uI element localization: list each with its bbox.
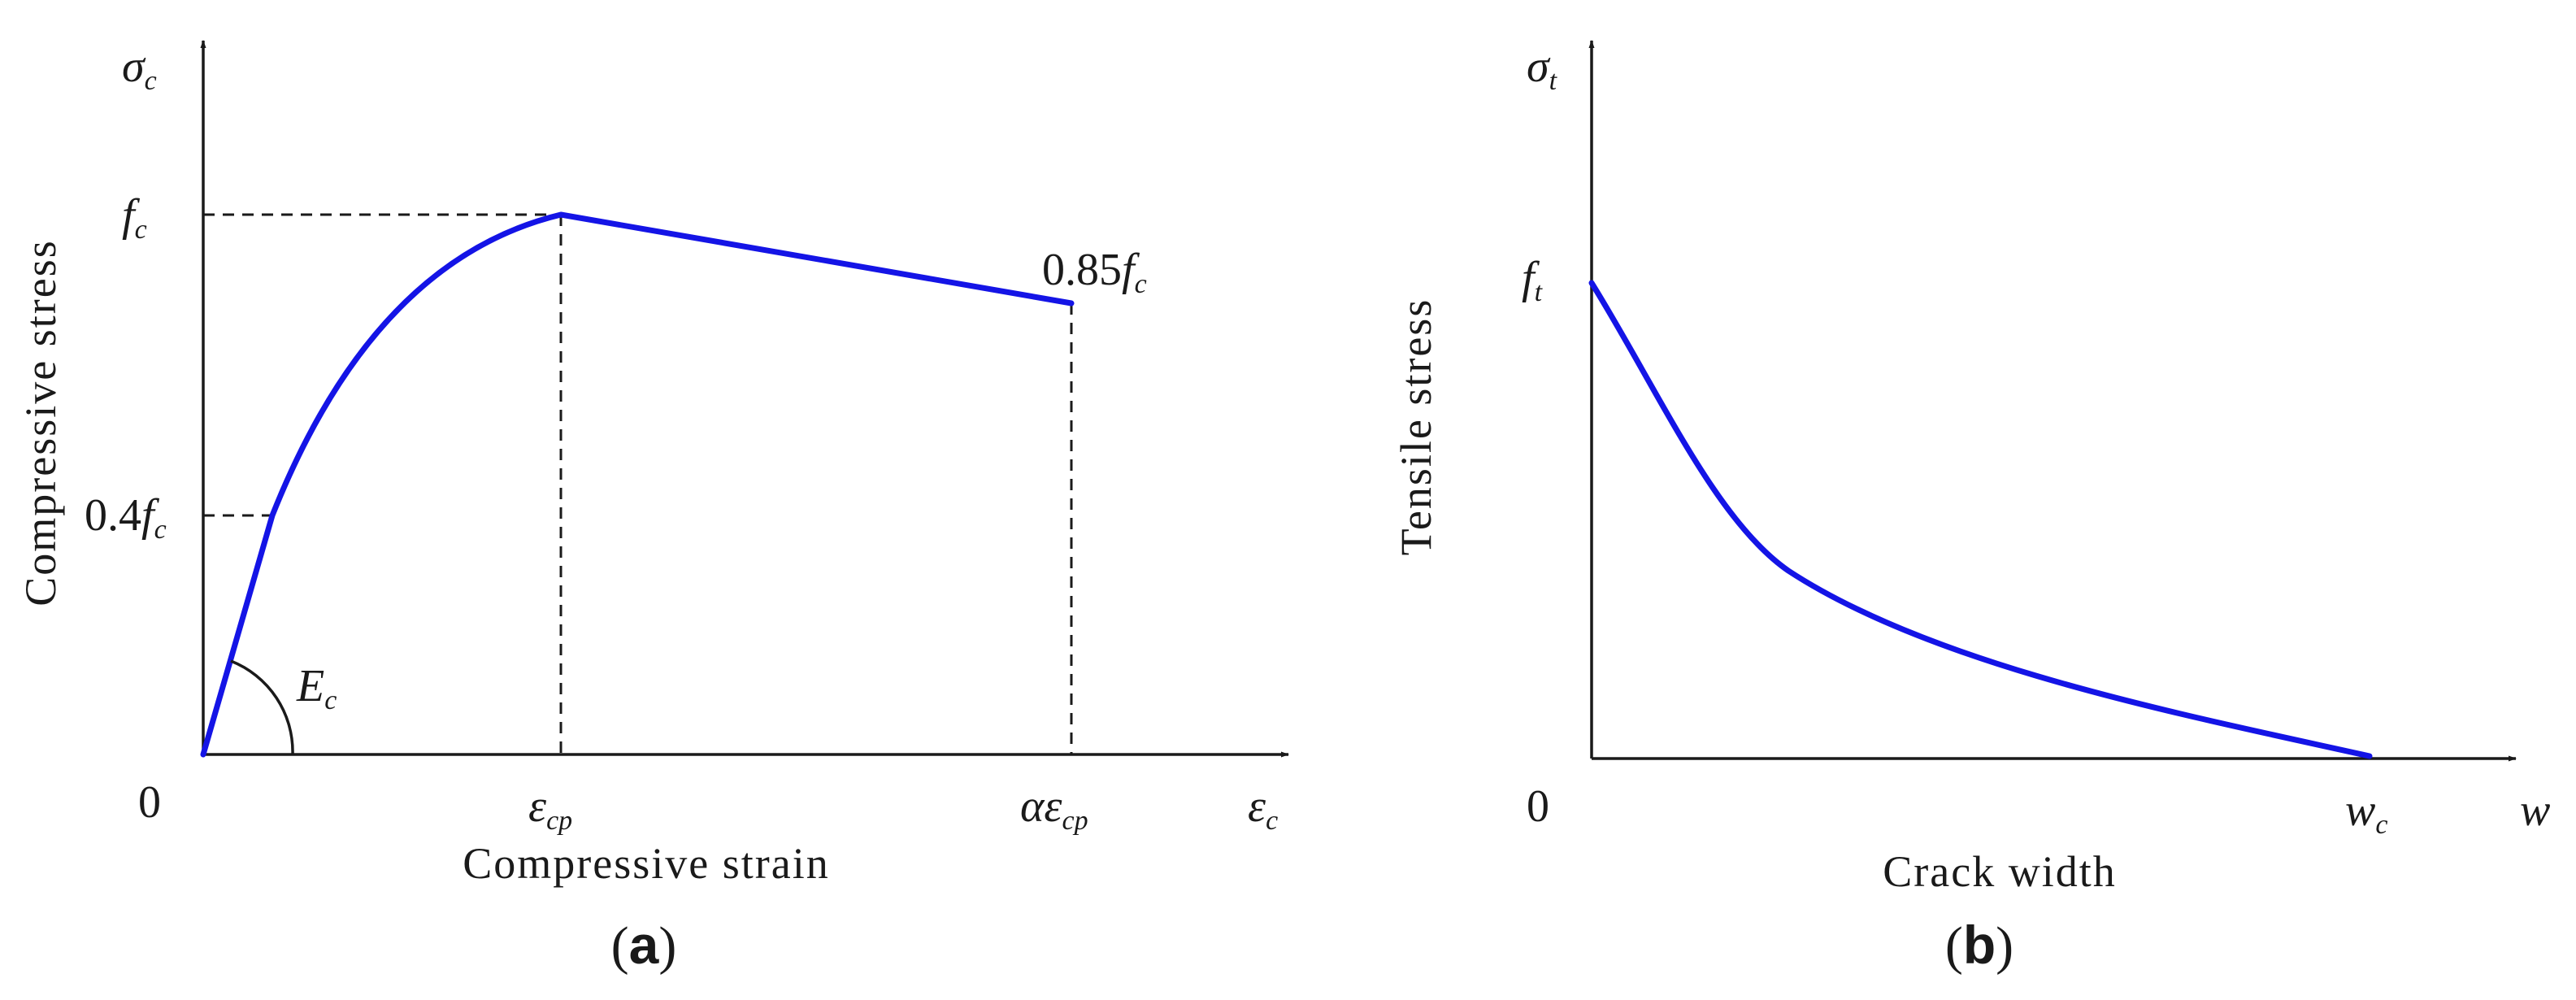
panel-a-label: (a) [611, 915, 677, 976]
panel-a-alpha-eps-cp-label: αεcp [1020, 781, 1088, 836]
panel-b-x-symbol: w [2520, 785, 2550, 836]
panel-a-modulus-label: Ec [296, 661, 337, 715]
panel-a-x-symbol: εc [1248, 781, 1278, 836]
panel-a-fc-label: fc [122, 190, 147, 245]
panel-a: σc fc 0.4fc Ec 0.85fc 0 εcp αεcp εc [16, 40, 1289, 976]
panel-a-origin: 0 [138, 777, 161, 828]
panel-a-y-symbol: σc [122, 41, 157, 96]
panel-a-modulus-arc [230, 659, 294, 755]
panel-b-softening-curve [1588, 280, 2373, 759]
panel-b-wc-label: wc [2345, 785, 2387, 840]
panel-b-y-symbol: σt [1527, 41, 1558, 96]
panel-b-origin: 0 [1527, 781, 1549, 832]
panel-a-eps-cp-label: εcp [528, 781, 572, 836]
panel-b-y-title: Tensile stress [1392, 298, 1440, 556]
panel-b-x-title: Crack width [1883, 847, 2116, 896]
panel-a-x-title: Compressive strain [463, 839, 829, 888]
panel-a-end-label: 0.85fc [1042, 245, 1147, 299]
panel-b: σt ft 0 wc w Crack width Tensile stress … [1392, 40, 2550, 976]
panel-b-ft-label: ft [1522, 253, 1544, 307]
panel-a-04fc-label: 0.4fc [85, 490, 167, 545]
panel-a-y-title: Compressive stress [16, 239, 65, 606]
panel-a-stress-strain-curve [200, 211, 1075, 758]
panel-b-label: (b) [1945, 915, 2013, 976]
